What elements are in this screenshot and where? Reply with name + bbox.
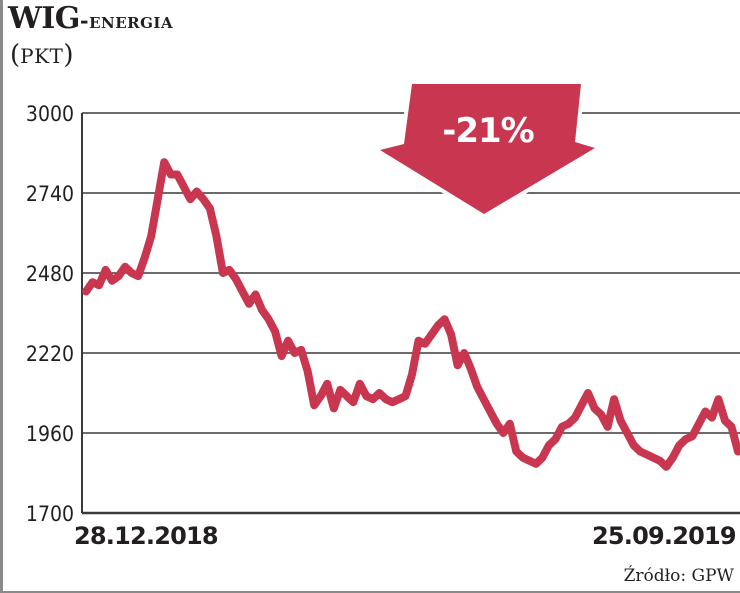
title-sub: -ENERGIA (79, 8, 174, 33)
title-main: WIG (8, 1, 80, 36)
y-tick-label: 1700 (26, 502, 74, 526)
unit-text: PKT (20, 44, 64, 68)
x-start-label: 28.12.2018 (74, 522, 219, 550)
y-tick-label: 1960 (26, 422, 74, 446)
down-arrow-badge: -21% (376, 80, 599, 218)
arrow-down-icon (380, 84, 595, 214)
source-note: Źródło: GPW (623, 566, 734, 586)
y-tick-label: 2740 (26, 182, 74, 206)
unit-label: (PKT) (10, 40, 74, 70)
y-tick-label: 3000 (26, 102, 74, 126)
chart-title: WIG-ENERGIA (8, 4, 173, 34)
data-line (82, 158, 740, 471)
change-percent: -21% (442, 111, 534, 151)
y-axis-ticks: 1700 1960 2220 2480 2740 3000 (26, 102, 74, 526)
x-end-label: 25.09.2019 (592, 522, 737, 550)
y-tick-label: 2480 (26, 262, 74, 286)
y-tick-label: 2220 (26, 342, 74, 366)
